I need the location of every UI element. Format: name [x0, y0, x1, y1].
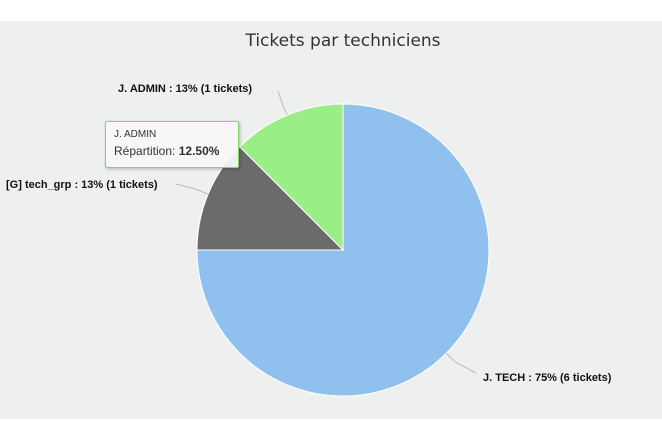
- tooltip-metric: Répartition: 12.50%: [114, 143, 230, 159]
- tooltip-metric-value: 12.50%: [178, 144, 220, 158]
- chart-panel: Tickets par techniciens J. TECH : 75% (6…: [0, 21, 662, 419]
- tooltip: J. ADMIN Répartition: 12.50%: [105, 121, 239, 168]
- data-label-tech-grp: [G] tech_grp : 13% (1 tickets): [6, 179, 158, 191]
- connector-line-j-tech: [445, 352, 477, 374]
- data-label-j-tech: J. TECH : 75% (6 tickets): [483, 372, 612, 384]
- tooltip-series-name: J. ADMIN: [114, 129, 157, 140]
- connector-line-j-admin: [277, 90, 288, 116]
- pie-chart: Tickets par techniciens J. TECH : 75% (6…: [6, 31, 612, 397]
- tooltip-metric-label: Répartition:: [114, 144, 176, 158]
- data-label-j-admin: J. ADMIN : 13% (1 tickets): [118, 83, 252, 95]
- connector-line-tech-grp: [175, 183, 209, 195]
- chart-title: Tickets par techniciens: [244, 31, 440, 51]
